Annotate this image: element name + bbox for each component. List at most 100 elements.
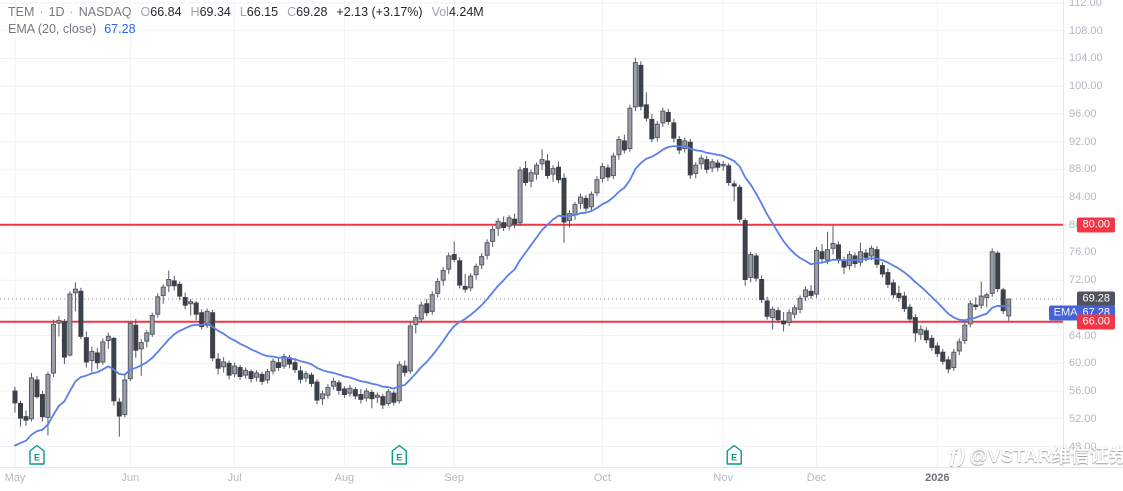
price-axis-label: 96.00 xyxy=(1069,107,1097,120)
price-axis-label: 56.00 xyxy=(1069,385,1097,398)
price-axis-label: 52.00 xyxy=(1069,412,1097,425)
change-value: +2.13 (+3.17%) xyxy=(336,5,423,19)
price-axis-label: 60.00 xyxy=(1069,357,1097,370)
candle xyxy=(45,373,51,418)
close-label: C xyxy=(287,5,297,19)
candle xyxy=(901,295,907,310)
time-axis-label: Aug xyxy=(334,472,355,484)
candle xyxy=(61,321,67,358)
candle xyxy=(671,122,677,139)
candle xyxy=(621,140,627,151)
candle xyxy=(144,332,150,342)
candle xyxy=(396,364,402,402)
candle xyxy=(221,361,227,368)
candle xyxy=(446,255,452,270)
candle xyxy=(270,360,276,372)
chart-legend: TEM · 1D · NASDAQ O66.84 H69.34 L66.15 C69.28 +2.… xyxy=(8,4,484,38)
candle xyxy=(984,294,990,299)
candle xyxy=(78,290,84,337)
candle xyxy=(978,295,984,306)
earnings-marker-icon[interactable] xyxy=(726,444,742,465)
candle xyxy=(545,160,551,177)
candle xyxy=(72,288,78,294)
price-axis-label: 88.00 xyxy=(1069,163,1097,176)
candle xyxy=(468,275,474,289)
symbol-info-row: TEM · 1D · NASDAQ O66.84 H69.34 L66.15 C69.28 +2.… xyxy=(8,4,484,21)
resistance-price-badge[interactable]: 80.00 xyxy=(1077,217,1115,233)
candle xyxy=(879,265,885,275)
candle xyxy=(577,196,583,204)
last-price-badge[interactable]: 69.28 xyxy=(1077,291,1115,307)
candle xyxy=(561,177,567,223)
candle xyxy=(660,110,666,124)
ema-line xyxy=(14,145,1010,447)
candle xyxy=(122,379,128,416)
candle xyxy=(715,162,721,168)
price-axis-label: 108.00 xyxy=(1069,24,1103,37)
candle xyxy=(989,251,995,294)
candle xyxy=(693,164,699,174)
time-axis[interactable]: May Jun Jul Aug Sep Oct Nov Dec 2026 xyxy=(0,467,1123,491)
price-axis-label: 72.00 xyxy=(1069,274,1097,287)
candle xyxy=(1006,298,1012,317)
candle xyxy=(336,382,342,391)
candle xyxy=(814,249,820,295)
price-axis-label: 104.00 xyxy=(1069,52,1103,65)
candle xyxy=(215,358,221,369)
candle xyxy=(50,324,56,374)
price-axis[interactable]: 112.00 108.00 104.00 100.00 96.00 92.00 88.00 8… xyxy=(1048,0,1123,467)
candle xyxy=(188,301,194,305)
candle xyxy=(687,141,693,176)
candle xyxy=(786,312,792,323)
indicator-row[interactable]: EMA (20, close) 67.28 xyxy=(8,21,484,38)
high-label: H xyxy=(190,5,200,19)
earnings-marker-icon[interactable] xyxy=(29,444,45,465)
candle xyxy=(731,183,737,187)
exchange-label: NASDAQ xyxy=(78,5,132,19)
candle xyxy=(742,220,748,280)
candle xyxy=(308,374,314,384)
volume-value: 4.24M xyxy=(448,5,484,19)
candle xyxy=(918,328,924,335)
candle xyxy=(155,296,161,315)
support-price-badge[interactable]: 66.00 xyxy=(1077,314,1115,330)
candle xyxy=(594,179,600,194)
candle xyxy=(792,307,798,315)
symbol-title[interactable]: TEM xyxy=(8,5,35,19)
candle xyxy=(314,381,320,401)
candle xyxy=(934,345,940,355)
candle xyxy=(347,387,353,394)
ema-indicator-value: 67.28 xyxy=(104,22,136,36)
time-axis-label: Dec xyxy=(806,472,827,484)
candle xyxy=(726,165,732,183)
candle xyxy=(956,341,962,352)
open-label: O xyxy=(140,5,151,19)
candle xyxy=(588,193,594,208)
candle xyxy=(676,139,682,151)
candle xyxy=(363,390,369,399)
time-axis-label: May xyxy=(4,472,26,484)
candle xyxy=(907,306,913,320)
candle xyxy=(819,251,825,260)
candle xyxy=(254,372,260,378)
interval-label[interactable]: 1D xyxy=(48,5,65,19)
candle xyxy=(698,157,704,165)
candle xyxy=(479,256,485,266)
candle xyxy=(665,111,671,122)
candle xyxy=(863,252,869,258)
low-value: 66.15 xyxy=(246,5,279,19)
candle xyxy=(105,335,111,341)
candle xyxy=(259,373,265,382)
candle xyxy=(28,377,34,420)
price-axis-label: 76.00 xyxy=(1069,246,1097,259)
earnings-marker-letter: E xyxy=(34,453,40,463)
candle xyxy=(534,164,540,175)
candle xyxy=(803,289,809,298)
candle xyxy=(171,280,177,287)
candle xyxy=(56,319,62,324)
candle xyxy=(923,330,929,341)
earnings-marker-icon[interactable] xyxy=(391,444,407,465)
candle xyxy=(781,320,787,325)
candle xyxy=(945,359,951,370)
